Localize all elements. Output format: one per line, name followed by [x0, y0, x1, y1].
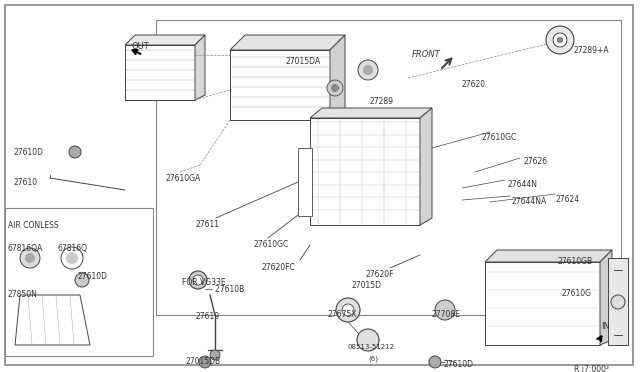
Polygon shape	[125, 45, 195, 100]
Text: (6): (6)	[368, 356, 378, 362]
Text: 67816Q: 67816Q	[58, 244, 88, 253]
Text: 27015DA: 27015DA	[285, 57, 320, 66]
Text: AIR CONLESS: AIR CONLESS	[8, 221, 59, 230]
Text: 08513-51212: 08513-51212	[347, 344, 394, 350]
Text: 27644N: 27644N	[508, 180, 538, 189]
Text: 27610GB: 27610GB	[558, 257, 593, 266]
Text: 27289: 27289	[370, 97, 394, 106]
Circle shape	[546, 26, 574, 54]
Text: 27708E: 27708E	[432, 310, 461, 319]
Circle shape	[429, 356, 441, 368]
Text: 67816QA: 67816QA	[8, 244, 44, 253]
Text: — 27610B: — 27610B	[205, 285, 244, 294]
Text: 27610GC: 27610GC	[482, 133, 517, 142]
Circle shape	[75, 273, 89, 287]
Text: 27620FC: 27620FC	[262, 263, 296, 272]
Polygon shape	[195, 35, 205, 100]
Polygon shape	[485, 250, 612, 262]
Polygon shape	[600, 250, 612, 345]
Circle shape	[327, 80, 343, 96]
Circle shape	[69, 146, 81, 158]
Text: 27289+A: 27289+A	[574, 46, 610, 55]
Circle shape	[557, 37, 563, 43]
Circle shape	[363, 65, 373, 75]
Text: R i7:000²: R i7:000²	[574, 365, 609, 372]
Text: 27610D: 27610D	[14, 148, 44, 157]
Bar	[156, 20, 621, 315]
Text: 27624: 27624	[555, 195, 579, 204]
Circle shape	[357, 329, 379, 351]
Polygon shape	[310, 108, 432, 118]
Polygon shape	[15, 295, 90, 345]
Polygon shape	[125, 35, 205, 45]
Polygon shape	[230, 35, 345, 50]
Text: 27850N: 27850N	[8, 290, 38, 299]
Text: 27610G: 27610G	[562, 289, 592, 298]
Circle shape	[611, 295, 625, 309]
Text: 27620F: 27620F	[366, 270, 394, 279]
Text: 27644NA: 27644NA	[512, 197, 547, 206]
Text: 27610GA: 27610GA	[166, 174, 201, 183]
Circle shape	[20, 248, 40, 268]
Text: 27610D: 27610D	[78, 272, 108, 281]
Circle shape	[331, 84, 339, 92]
Circle shape	[66, 252, 78, 264]
Text: 27619: 27619	[195, 312, 219, 321]
Text: 27015D: 27015D	[352, 281, 382, 290]
Text: FRONT: FRONT	[412, 50, 441, 59]
Circle shape	[25, 253, 35, 263]
Circle shape	[61, 247, 83, 269]
Text: IN: IN	[601, 322, 610, 331]
Circle shape	[193, 275, 203, 285]
Circle shape	[553, 33, 567, 47]
Circle shape	[336, 298, 360, 322]
Text: 27015DB: 27015DB	[186, 357, 221, 366]
Circle shape	[435, 300, 455, 320]
Polygon shape	[420, 108, 432, 225]
Polygon shape	[608, 258, 628, 345]
Polygon shape	[485, 262, 600, 345]
Circle shape	[189, 271, 207, 289]
Text: 27610GC: 27610GC	[253, 240, 288, 249]
Bar	[298, 148, 312, 216]
Text: 27610: 27610	[14, 178, 38, 187]
Text: 27620: 27620	[462, 80, 486, 89]
Text: 27611: 27611	[196, 220, 220, 229]
Text: FOR VG33E: FOR VG33E	[182, 278, 226, 287]
Circle shape	[199, 356, 211, 368]
Text: 27626: 27626	[523, 157, 547, 166]
Polygon shape	[330, 35, 345, 120]
Polygon shape	[230, 50, 330, 120]
Text: 27610D: 27610D	[443, 360, 473, 369]
Bar	[5, 208, 153, 356]
Text: 27675X: 27675X	[328, 310, 358, 319]
Text: OUT: OUT	[132, 42, 150, 51]
Circle shape	[358, 60, 378, 80]
Polygon shape	[310, 118, 420, 225]
Circle shape	[210, 350, 220, 360]
Circle shape	[342, 304, 354, 316]
